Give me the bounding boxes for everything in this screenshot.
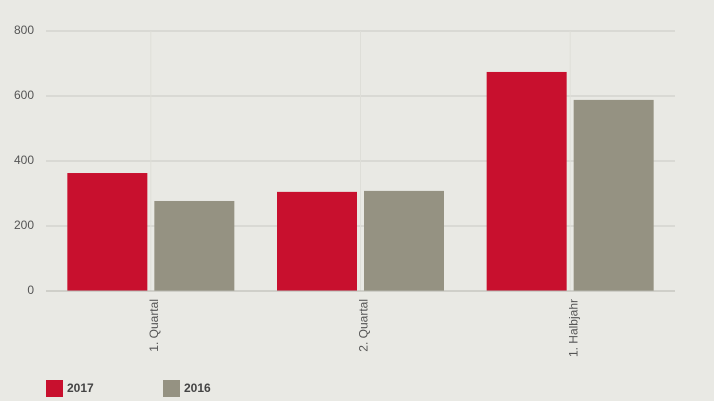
bar (573, 99, 654, 292)
legend-swatch (163, 380, 180, 397)
bar (486, 71, 567, 291)
y-tick-label: 200 (14, 218, 34, 232)
x-tick-label: 2. Quartal (357, 299, 371, 352)
y-tick-label: 400 (14, 153, 34, 167)
legend-label: 2017 (67, 381, 94, 395)
y-tick-label: 600 (14, 88, 34, 102)
legend-label: 2016 (184, 381, 211, 395)
x-tick-label: 1. Quartal (147, 299, 161, 352)
bar (277, 191, 357, 291)
bar (154, 200, 235, 291)
y-tick-label: 800 (14, 23, 34, 37)
x-tick-label: 1. Halbjahr (566, 299, 580, 357)
legend-swatch (46, 380, 63, 397)
y-tick-label: 0 (27, 283, 34, 297)
bar (67, 173, 148, 291)
bar (364, 190, 444, 291)
